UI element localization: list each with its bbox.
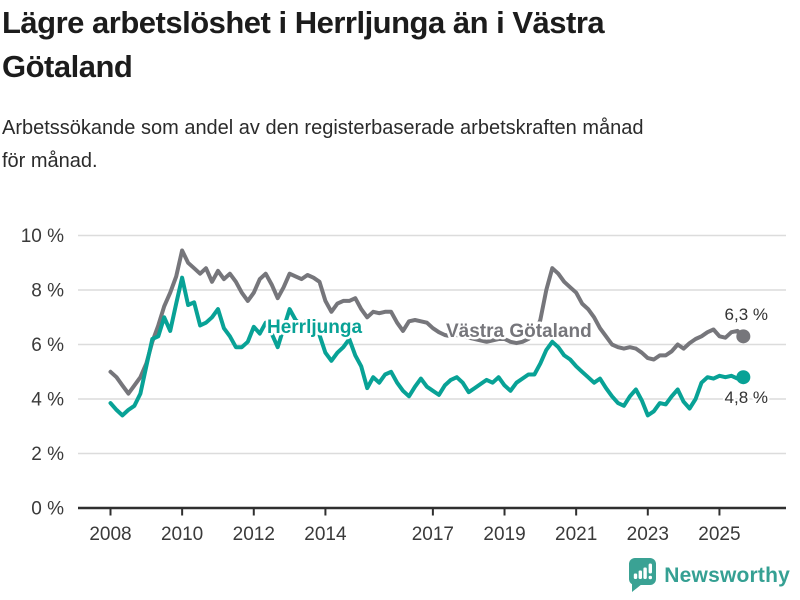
page-title: Lägre arbetslöshet i Herrljunga än i Väs… — [2, 1, 605, 89]
end-value-label-herrljunga: 4,8 % — [725, 388, 768, 407]
y-tick-label: 6 % — [31, 335, 64, 356]
y-tick-label: 10 % — [21, 226, 64, 247]
x-tick-label: 2014 — [304, 524, 347, 545]
x-tick-label: 2017 — [412, 524, 454, 545]
series-label-vastra-gotaland: Västra Götaland — [446, 321, 592, 342]
y-tick-label: 4 % — [31, 390, 64, 411]
series-label-herrljunga: Herrljunga — [267, 317, 362, 338]
series-layer — [108, 248, 751, 418]
series-line-v-stra-g-taland — [108, 248, 746, 396]
x-tick-label: 2010 — [161, 524, 203, 545]
brand-name: Newsworthy — [664, 563, 790, 587]
newsworthy-logo-icon — [629, 558, 657, 592]
end-value-label-vastra-gotaland: 6,3 % — [725, 305, 768, 324]
x-tick-label: 2008 — [89, 524, 131, 545]
y-tick-label: 2 % — [31, 444, 64, 465]
series-end-dot — [736, 329, 751, 344]
unemployment-line-chart: 0 % 2 % 4 % 6 % 8 % 10 % 2008 2010 2012 2014 2017 2… — [21, 226, 786, 545]
page-subtitle-line-1: Arbetssökande som andel av den registerb… — [2, 117, 644, 139]
page-title-line-1: Lägre arbetslöshet i Herrljunga än i Väs… — [2, 5, 605, 40]
x-tick-label: 2025 — [698, 524, 740, 545]
page-subtitle-line-2: för månad. — [2, 150, 98, 172]
x-tick-label: 2012 — [233, 524, 275, 545]
series-end-dot — [736, 370, 751, 385]
x-axis-layer — [78, 506, 786, 516]
brand-footer: Newsworthy — [629, 558, 790, 593]
x-tick-label: 2021 — [555, 524, 597, 545]
page-title-line-2: Götaland — [2, 49, 133, 84]
y-tick-label: 0 % — [31, 499, 64, 520]
x-tick-label: 2023 — [627, 524, 669, 545]
y-tick-label: 8 % — [31, 281, 64, 302]
series-line-herrljunga — [108, 275, 746, 418]
page-subtitle: Arbetssökande som andel av den registerb… — [2, 112, 644, 178]
tick-labels-layer: 0 % 2 % 4 % 6 % 8 % 10 % 2008 2010 2012 2014 2017 2… — [21, 226, 741, 545]
x-tick-label: 2019 — [483, 524, 525, 545]
